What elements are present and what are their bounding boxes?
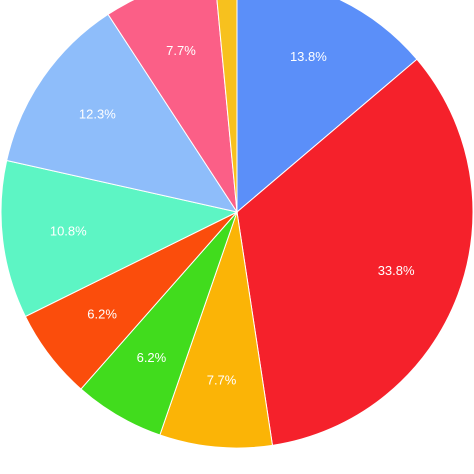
- slice-label: 7.7%: [207, 373, 237, 388]
- pie-slice: [107, 0, 238, 213]
- pie-slice: [0, 159, 239, 318]
- slice-label: 13.8%: [290, 49, 327, 64]
- pie-slice: [216, 0, 238, 213]
- slice-label: 6.2%: [137, 350, 167, 365]
- pie-slice: [236, 58, 474, 446]
- pie-slice: [159, 211, 274, 449]
- slice-label: 33.8%: [378, 263, 415, 278]
- slice-label: 6.2%: [87, 307, 117, 322]
- pie-slice: [6, 13, 239, 213]
- slice-label: 7.7%: [166, 43, 196, 58]
- pie-slice: [236, 0, 418, 214]
- slice-label: 12.3%: [79, 107, 116, 122]
- slice-label: 10.8%: [50, 224, 87, 239]
